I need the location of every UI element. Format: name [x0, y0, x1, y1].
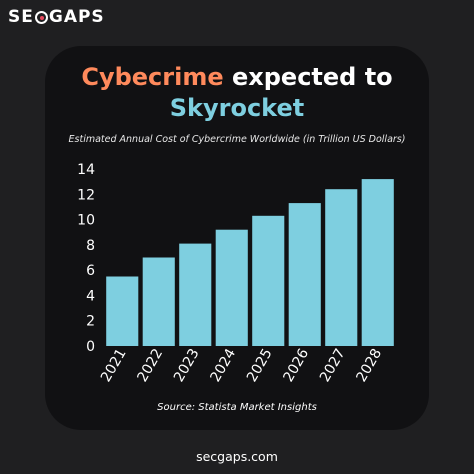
x-tick-label: 2023 — [171, 346, 203, 385]
logo-text-end: GAPS — [48, 7, 105, 27]
bar-2027 — [325, 189, 358, 346]
bar-2023 — [179, 243, 212, 346]
footer-url[interactable]: secgaps.com — [196, 449, 278, 464]
page-title-line-1: Cybecrime expected to — [0, 62, 474, 92]
bar-2026 — [288, 203, 321, 346]
y-tick-label: 14 — [77, 162, 95, 178]
y-tick-label: 10 — [77, 213, 95, 229]
y-tick-label: 4 — [86, 288, 95, 304]
x-tick-label: 2022 — [135, 346, 167, 385]
y-tick-label: 12 — [77, 187, 95, 203]
bar-2021 — [106, 276, 139, 346]
x-tick-label: 2026 — [281, 346, 313, 385]
secgaps-logo: SE GAPS — [8, 7, 105, 27]
title-accent-word: Cybecrime — [81, 63, 224, 91]
chart-subtitle: Estimated Annual Cost of Cybercrime Worl… — [68, 134, 406, 145]
y-tick-label: 2 — [86, 314, 95, 330]
y-tick-label: 6 — [86, 263, 95, 279]
x-tick-label: 2021 — [98, 346, 130, 385]
x-tick-label: 2025 — [244, 346, 276, 385]
y-tick-label: 0 — [86, 339, 95, 355]
page-title-line-2: Skyrocket — [169, 94, 305, 122]
bar-2025 — [252, 215, 285, 346]
title-rest: expected to — [223, 63, 393, 91]
logo-o-icon — [34, 10, 48, 24]
bar-2028 — [361, 179, 394, 346]
x-tick-label: 2027 — [317, 346, 349, 385]
source-note: Source: Statista Market Insights — [157, 402, 317, 413]
bar-2022 — [142, 257, 175, 346]
logo-text-start: SE — [8, 7, 34, 27]
x-tick-label: 2024 — [208, 346, 240, 385]
x-tick-label: 2028 — [354, 346, 386, 385]
bar-2024 — [215, 229, 248, 346]
y-tick-label: 8 — [86, 238, 95, 254]
